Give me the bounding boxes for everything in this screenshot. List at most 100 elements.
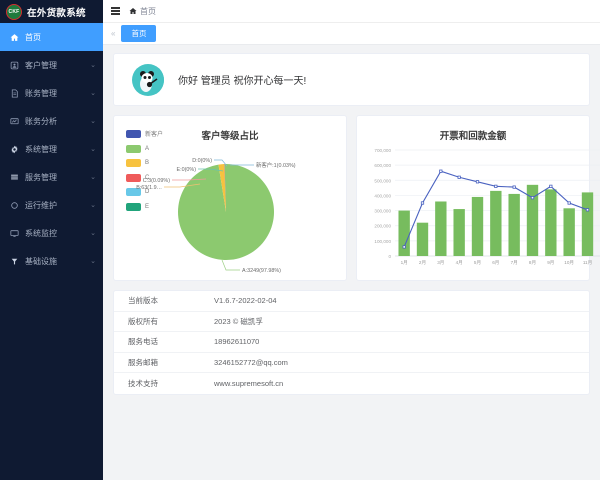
bar-chart-title: 开票和回款金额 [439,131,507,142]
top-bar: 首页 [103,0,600,23]
sidebar-item-service[interactable]: 服务管理 ⌄ [0,163,103,191]
legend-swatch [126,144,141,153]
collapse-left-icon[interactable]: « [111,29,116,38]
welcome-card: 你好 管理员 祝你开心每一天! [113,53,590,106]
chevron-down-icon: ⌄ [90,146,96,153]
sidebar-item-label: 客户管理 [25,60,57,70]
info-value: 18962611070 [214,337,260,347]
svg-text:7月: 7月 [511,260,518,266]
chevron-down-icon: ⌄ [90,62,96,69]
charts-row: 客户等级占比 新客户 A B [113,115,600,281]
svg-text:6月: 6月 [492,260,499,266]
user-card-icon [10,61,19,70]
legend-label: 新客户 [145,132,164,138]
sidebar-item-home[interactable]: 首页 [0,23,103,51]
chevron-down-icon: ⌄ [90,258,96,265]
sidebar-item-label: 账务分析 [25,116,57,126]
svg-text:700,000: 700,000 [374,148,391,153]
chevron-down-icon: ⌄ [90,118,96,125]
info-value: V1.6.7-2022-02-04 [214,296,277,306]
file-icon [10,88,19,98]
legend-label: A [145,145,150,152]
sidebar-item-maintenance[interactable]: 运行维护 ⌄ [0,191,103,219]
table-row: 当前版本 V1.6.7-2022-02-04 [114,291,589,312]
info-key: 当前版本 [128,296,158,306]
info-key: 服务电话 [128,337,158,347]
sidebar-item-label: 基础设施 [25,256,57,266]
svg-text:C:3(0.09%): C:3(0.09%) [143,178,170,184]
chevron-down-icon: ⌄ [90,90,96,97]
legend-item[interactable]: C [126,173,163,182]
hamburger-icon[interactable] [111,7,120,15]
app-title: 在外货款系统 [27,7,86,19]
home-icon [10,33,19,42]
sidebar-item-label: 系统监控 [25,228,57,238]
sidebar-item-label: 账务管理 [25,88,57,98]
legend-swatch [126,173,141,182]
info-value: www.supremesoft.cn [214,378,284,388]
gear-icon [10,145,19,154]
sidebar-logo[interactable]: CKF 在外货款系统 [0,0,103,23]
tab-bar: « 首页 [103,23,600,45]
plug-icon [10,257,19,266]
info-value: 2023 © 磁凯孚 [214,316,263,326]
chevron-down-icon: ⌄ [90,230,96,237]
pie-chart-title: 客户等级占比 [201,131,259,142]
svg-text:0: 0 [388,254,391,259]
legend-swatch [126,188,141,196]
ckf-logo-icon: CKF [6,3,22,20]
svg-text:600,000: 600,000 [374,163,391,168]
tab-home[interactable]: 首页 [121,25,157,42]
chevron-down-icon: ⌄ [90,202,96,209]
sidebar-item-accounting[interactable]: 账务管理 ⌄ [0,79,103,107]
svg-text:D:0(0%): D:0(0%) [192,158,212,164]
legend-item[interactable]: E [126,202,163,211]
table-row: 服务电话 18962611070 [114,332,589,353]
sidebar-item-label: 运行维护 [25,200,57,210]
sidebar-item-infrastructure[interactable]: 基础设施 ⌄ [0,247,103,275]
pie-legend: 新客户 A B C [126,129,163,211]
legend-item[interactable]: B [126,159,163,167]
list-icon [10,173,19,182]
welcome-message: 你好 管理员 祝你开心每一天! [178,76,307,87]
sidebar-item-analysis[interactable]: 账务分析 ⌄ [0,107,103,135]
legend-swatch [126,159,141,167]
svg-text:4月: 4月 [456,260,463,266]
circle-icon [10,201,19,210]
legend-label: E [145,203,150,210]
sidebar-menu: 首页 客户管理 ⌄ 账务管理 ⌄ 账务 [0,23,103,480]
pie-graphic: 新客户:1(0.03%) D:0(0%) E:0(0%) C:3(0.09%)B:63… [136,158,296,274]
info-key: 服务邮箱 [128,357,158,367]
main-area: 首页 « 首页 [103,0,600,480]
legend-swatch [126,129,141,138]
invoice-payment-bar-chart: 开票和回款金额 700,000 600,000 500,000 400,000 300,… [356,115,600,281]
svg-text:200,000: 200,000 [374,224,391,229]
info-key: 技术支持 [128,378,158,388]
legend-swatch [126,202,141,211]
sidebar-item-label: 服务管理 [25,172,57,182]
page-content: 你好 管理员 祝你开心每一天! 客户等级占比 新客户 A [103,45,600,480]
legend-item[interactable]: D [126,188,163,196]
svg-text:B:63(1.9…: B:63(1.9… [136,185,162,191]
bar-graphic: 700,000 600,000 500,000 400,000 300,000 200,0… [374,148,600,266]
svg-text:10月: 10月 [564,260,574,266]
table-row: 版权所有 2023 © 磁凯孚 [114,312,589,332]
svg-text:300,000: 300,000 [374,209,391,214]
legend-item[interactable]: A [126,144,163,153]
legend-item[interactable]: 新客户 [126,129,163,138]
sidebar-item-system[interactable]: 系统管理 ⌄ [0,135,103,163]
sidebar-item-label: 首页 [25,32,41,42]
svg-text:3月: 3月 [437,260,444,266]
sidebar-item-monitor[interactable]: 系统监控 ⌄ [0,219,103,247]
sidebar-item-customer[interactable]: 客户管理 ⌄ [0,51,103,79]
breadcrumb: 首页 [129,6,156,17]
legend-label: C [145,174,150,181]
legend-label: D [145,189,150,195]
svg-text:100,000: 100,000 [374,239,391,244]
sidebar: CKF 在外货款系统 首页 客户管理 ⌄ [0,0,103,480]
chevron-down-icon: ⌄ [90,174,96,181]
svg-text:400,000: 400,000 [374,193,391,198]
svg-text:E:0(0%): E:0(0%) [177,167,197,173]
info-value: 3246152772@qq.com [214,357,288,367]
